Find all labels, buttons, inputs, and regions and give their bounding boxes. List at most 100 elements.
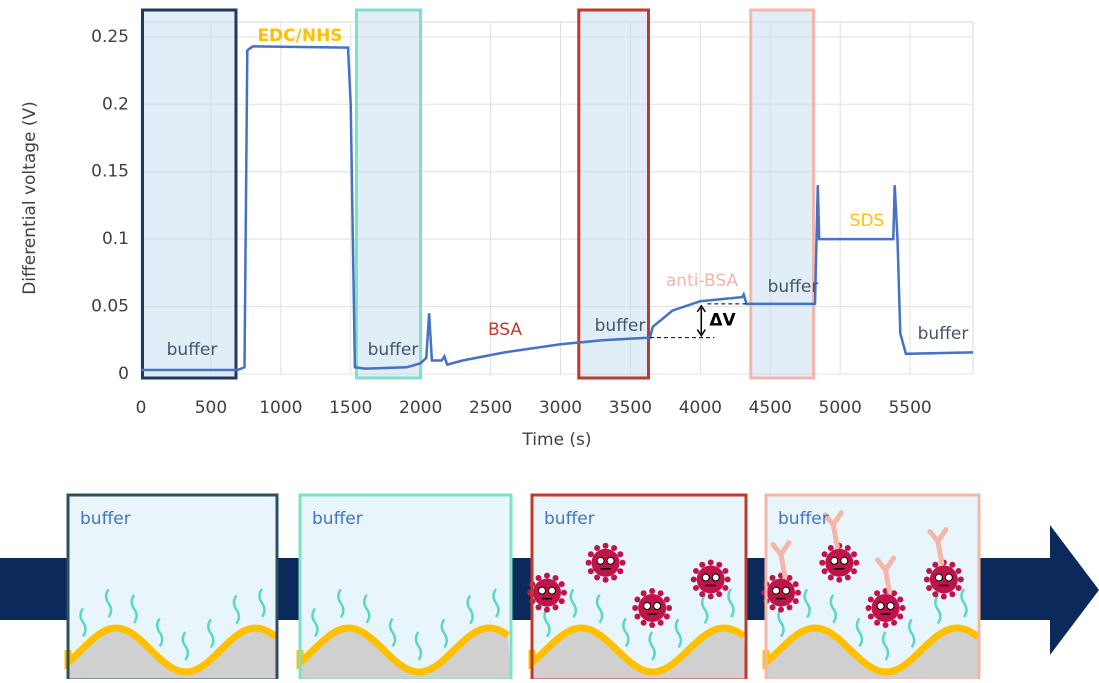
virus-spike xyxy=(585,559,592,566)
shaded-region xyxy=(141,8,238,380)
x-tick-label: 4000 xyxy=(679,398,722,418)
virus-spike xyxy=(844,545,851,552)
virus-spike xyxy=(602,576,609,583)
virus-spike xyxy=(722,584,729,591)
virus-spike xyxy=(932,561,939,568)
virus-spike xyxy=(617,568,624,575)
virus-spike xyxy=(874,590,881,597)
annotation: buffer xyxy=(918,324,969,344)
y-tick-label: 0.05 xyxy=(91,297,129,317)
virus-spike xyxy=(594,545,601,552)
linker xyxy=(104,588,113,618)
shaded-region xyxy=(354,8,423,380)
linker xyxy=(181,631,190,661)
linker xyxy=(727,588,735,618)
virus-spike xyxy=(899,604,906,611)
antibody xyxy=(770,540,792,580)
panel: buffer xyxy=(64,493,279,682)
virus xyxy=(871,593,900,622)
x-tick-label: 4500 xyxy=(749,398,792,418)
virus-spike xyxy=(663,596,670,603)
y-tick-label: 0.2 xyxy=(102,94,129,114)
virus-spike xyxy=(955,584,962,591)
virus-spike xyxy=(851,568,858,575)
virus-eye xyxy=(876,601,885,610)
virus-spike xyxy=(544,606,550,613)
y-tick-label: 0.15 xyxy=(91,162,129,182)
virus-eye xyxy=(701,573,710,582)
virus-spike xyxy=(666,604,673,611)
linker xyxy=(414,631,423,661)
virus-spike xyxy=(955,567,962,574)
virus xyxy=(638,593,667,622)
y-tick-label: 0.1 xyxy=(102,229,129,249)
virus-eye xyxy=(653,601,662,610)
virus-eye xyxy=(934,573,943,582)
virus-spike xyxy=(821,551,828,558)
virus-spike xyxy=(558,581,565,588)
virus-spike xyxy=(587,551,594,558)
virus-spike xyxy=(827,545,834,552)
linker xyxy=(700,594,709,625)
virus-spike xyxy=(865,604,872,611)
virus-spike xyxy=(611,574,618,581)
virus-spike xyxy=(716,591,723,598)
virus-spike xyxy=(827,574,834,581)
virus-spike xyxy=(769,604,776,611)
virus-spike xyxy=(692,584,699,591)
virus-spike xyxy=(778,606,784,613)
virus-spike xyxy=(634,596,641,603)
gold-layer xyxy=(528,624,746,676)
virus-spike xyxy=(617,551,624,558)
x-tick-label: 0 xyxy=(136,398,147,418)
antibody xyxy=(927,526,949,566)
panel: buffer xyxy=(527,493,748,682)
linker xyxy=(337,588,345,619)
annotation: anti-BSA xyxy=(666,271,739,291)
linker xyxy=(803,588,811,619)
virus-spike xyxy=(851,551,858,558)
linker xyxy=(595,594,604,624)
virus-spike xyxy=(535,604,542,611)
virus-eye xyxy=(538,586,546,595)
y-tick-label: 0.25 xyxy=(91,27,129,47)
virus-eye xyxy=(606,556,615,565)
virus-spike xyxy=(874,619,881,626)
virus-spike xyxy=(602,542,609,549)
virus-spike xyxy=(552,574,559,581)
virus-spike xyxy=(611,545,618,552)
linker xyxy=(232,594,241,625)
virus-spike xyxy=(707,593,714,600)
virus-spike xyxy=(795,589,801,596)
x-tick-label: 5000 xyxy=(819,398,862,418)
linker xyxy=(648,631,656,661)
virus-spike xyxy=(619,559,626,566)
virus xyxy=(696,565,725,594)
y-tick-label: 0 xyxy=(118,364,129,384)
annotation: buffer xyxy=(368,340,419,360)
linker xyxy=(674,618,683,648)
annotation: buffer xyxy=(595,316,646,336)
virus-spike xyxy=(844,574,851,581)
virus-spike xyxy=(640,619,647,626)
virus-spike xyxy=(632,604,639,611)
linker xyxy=(466,594,474,625)
virus-spike xyxy=(926,567,933,574)
virus-spike xyxy=(552,604,559,611)
x-tick-label: 2500 xyxy=(469,398,512,418)
virus-spike xyxy=(819,559,826,566)
linker xyxy=(79,607,87,638)
virus-eye xyxy=(944,573,953,582)
arrow-head xyxy=(696,304,706,337)
x-tick-label: 2000 xyxy=(399,398,442,418)
linker xyxy=(960,588,968,618)
virus-eye xyxy=(596,556,605,565)
linker xyxy=(311,607,319,638)
virus-eye xyxy=(772,586,780,595)
virus-spike xyxy=(594,574,601,581)
virus-spike xyxy=(657,619,664,626)
linker xyxy=(934,594,942,625)
annotation: SDS xyxy=(850,211,885,231)
panel: buffer xyxy=(296,493,513,682)
